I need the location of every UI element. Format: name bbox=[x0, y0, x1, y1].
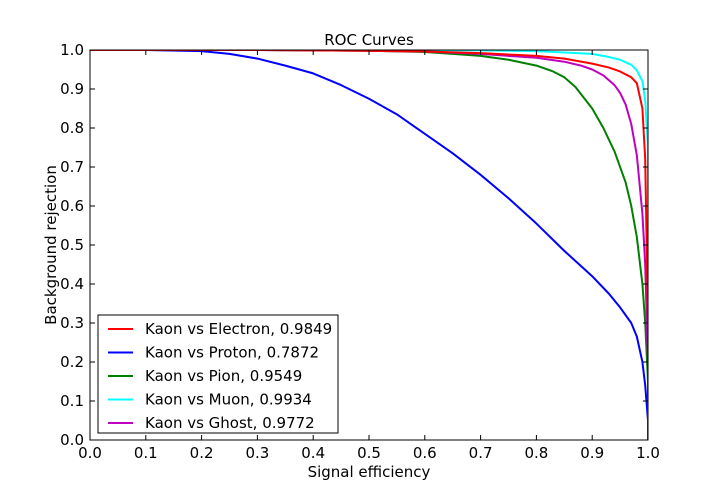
y-axis-label: Background rejection bbox=[42, 165, 60, 325]
y-tick-label: 0.2 bbox=[60, 353, 84, 371]
y-tick-label: 0.1 bbox=[60, 392, 84, 410]
y-tick-label: 0.5 bbox=[60, 236, 84, 254]
plot-frame bbox=[89, 49, 649, 441]
series-line-1 bbox=[90, 50, 648, 440]
legend: Kaon vs Electron, 0.9849 Kaon vs Proton, … bbox=[97, 314, 339, 434]
chart-title: ROC Curves bbox=[324, 31, 414, 49]
x-tick-label: 0.9 bbox=[580, 444, 604, 462]
legend-label: Kaon vs Ghost, 0.9772 bbox=[145, 414, 315, 432]
y-tick-label: 0.0 bbox=[60, 431, 84, 449]
y-tick-label: 0.4 bbox=[60, 275, 84, 293]
x-tick-label: 0.2 bbox=[190, 444, 214, 462]
legend-label: Kaon vs Pion, 0.9549 bbox=[145, 367, 302, 385]
y-tick-label: 1.0 bbox=[60, 41, 84, 59]
x-tick-label: 0.8 bbox=[524, 444, 548, 462]
x-axis-label: Signal efficiency bbox=[308, 463, 431, 481]
x-tick-label: 0.4 bbox=[301, 444, 325, 462]
y-tick-label: 0.6 bbox=[60, 197, 84, 215]
legend-label: Kaon vs Electron, 0.9849 bbox=[145, 320, 332, 338]
x-tick-label: 0.7 bbox=[469, 444, 493, 462]
legend-label: Kaon vs Proton, 0.7872 bbox=[145, 344, 319, 362]
x-axis-ticks: 0.0 0.1 0.2 0.3 0.4 0.5 0.6 0.7 0.8 0.9 1.0 bbox=[78, 50, 660, 462]
y-axis-ticks: 0.0 0.1 0.2 0.3 0.4 0.5 0.6 0.7 0.8 0.9 1.0 bbox=[60, 41, 648, 449]
x-tick-label: 0.5 bbox=[357, 444, 381, 462]
y-tick-label: 0.3 bbox=[60, 314, 84, 332]
y-tick-label: 0.9 bbox=[60, 80, 84, 98]
y-tick-label: 0.7 bbox=[60, 158, 84, 176]
x-tick-label: 1.0 bbox=[636, 444, 660, 462]
x-tick-label: 0.3 bbox=[245, 444, 269, 462]
legend-label: Kaon vs Muon, 0.9934 bbox=[145, 391, 312, 409]
x-tick-label: 0.6 bbox=[413, 444, 437, 462]
legend-box bbox=[97, 314, 339, 434]
x-tick-label: 0.1 bbox=[134, 444, 158, 462]
series-line-0 bbox=[90, 50, 648, 440]
x-tick-label: 0.0 bbox=[78, 444, 102, 462]
y-tick-label: 0.8 bbox=[60, 119, 84, 137]
